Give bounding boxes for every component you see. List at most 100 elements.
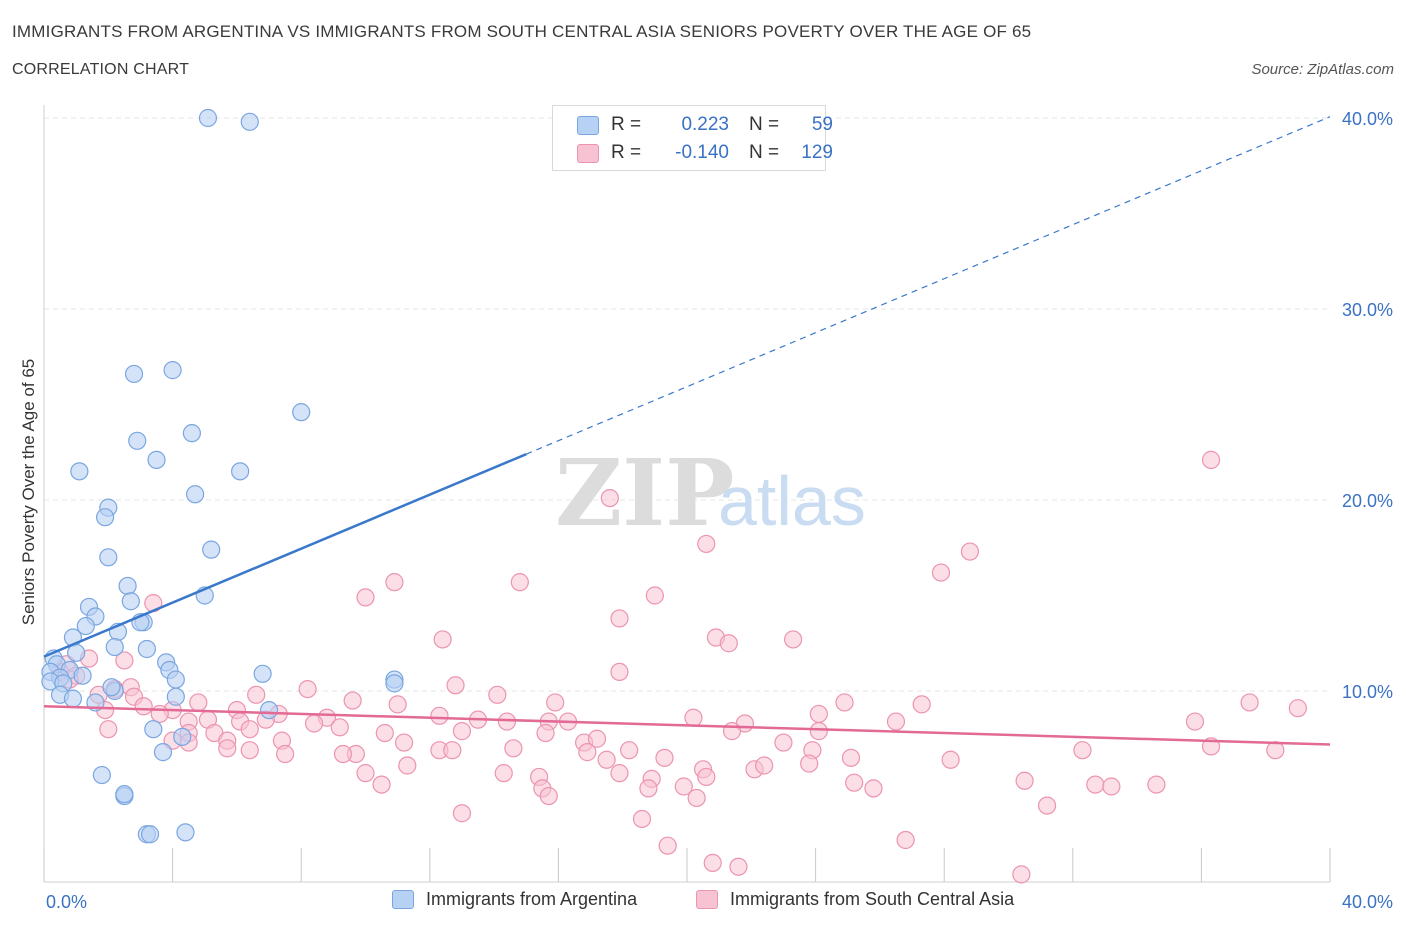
y-tick-label: 20.0% [1342, 491, 1393, 511]
data-point-south-central-asia [488, 685, 507, 704]
data-point-south-central-asia [510, 573, 529, 592]
data-point-south-central-asia [385, 573, 404, 592]
x-tick-label: 0.0% [46, 892, 87, 912]
data-point-argentina [121, 592, 140, 611]
data-point-south-central-asia [809, 704, 828, 724]
data-point-argentina [137, 639, 156, 659]
data-point-south-central-asia [610, 764, 629, 783]
legend-r-value: 0.223 [681, 114, 729, 135]
data-point-south-central-asia [864, 779, 883, 798]
data-point-argentina [102, 678, 121, 697]
data-point-south-central-asia [684, 708, 703, 727]
data-point-south-central-asia [800, 754, 819, 773]
data-point-south-central-asia [452, 722, 472, 741]
data-point-south-central-asia [587, 729, 607, 748]
data-point-south-central-asia [546, 693, 565, 712]
legend-row-south-central-asia: R = -0.140 N = 129 [577, 141, 833, 165]
data-point-south-central-asia [99, 720, 118, 739]
data-point-argentina [240, 112, 259, 131]
data-point-south-central-asia [343, 691, 362, 710]
data-point-south-central-asia [1147, 775, 1166, 794]
data-point-argentina [259, 700, 279, 720]
data-point-south-central-asia [452, 804, 472, 823]
data-point-argentina [73, 666, 92, 685]
data-point-south-central-asia [443, 741, 462, 760]
data-point-argentina [118, 576, 137, 596]
data-point-argentina [92, 765, 111, 785]
legend-label-argentina: Immigrants from Argentina [426, 889, 638, 909]
legend-n-label: N = [749, 114, 780, 135]
data-point-south-central-asia [1240, 693, 1259, 712]
data-point-south-central-asia [388, 695, 407, 714]
data-point-south-central-asia [1185, 712, 1205, 731]
series-legend: Immigrants from Argentina Immigrants fro… [0, 889, 1406, 915]
data-point-south-central-asia [240, 720, 259, 739]
data-point-south-central-asia [610, 662, 629, 682]
data-point-argentina [385, 674, 404, 693]
data-point-south-central-asia [655, 748, 674, 767]
data-point-south-central-asia [333, 744, 353, 764]
data-point-south-central-asia [189, 693, 208, 712]
data-point-argentina [202, 540, 221, 559]
data-point-argentina [76, 616, 95, 636]
source-credit: Source: ZipAtlas.com [1251, 61, 1394, 78]
data-point-argentina [198, 108, 218, 128]
data-point-south-central-asia [494, 764, 513, 783]
watermark: ZIP atlas [555, 439, 866, 547]
data-point-south-central-asia [729, 857, 748, 876]
data-point-south-central-asia [610, 609, 629, 628]
y-tick-label: 40.0% [1342, 109, 1393, 129]
legend-swatch-south-central-asia [577, 143, 599, 163]
legend-n-label: N = [749, 142, 780, 163]
data-point-south-central-asia [697, 534, 716, 554]
data-point-south-central-asia [394, 733, 414, 752]
watermark-zip: ZIP [555, 439, 734, 547]
data-point-south-central-asia [703, 853, 722, 873]
x-tick-label: 40.0% [1342, 892, 1393, 912]
data-point-argentina [176, 823, 195, 842]
series-argentina [41, 108, 404, 844]
data-point-argentina [128, 431, 147, 450]
data-point-south-central-asia [896, 830, 915, 850]
data-point-south-central-asia [430, 706, 449, 725]
data-point-south-central-asia [845, 773, 864, 792]
data-point-south-central-asia [446, 676, 465, 695]
grid-lines [44, 117, 1330, 692]
data-point-argentina [63, 689, 83, 708]
y-axis-label: Seniors Poverty Over the Age of 65 [19, 359, 38, 625]
data-point-south-central-asia [1012, 865, 1031, 884]
data-point-south-central-asia [674, 777, 693, 796]
data-point-south-central-asia [134, 697, 153, 716]
data-point-south-central-asia [697, 767, 716, 787]
data-point-argentina [70, 462, 89, 481]
data-point-argentina [166, 687, 185, 706]
data-point-argentina [186, 485, 205, 504]
data-point-south-central-asia [1201, 450, 1221, 469]
data-point-south-central-asia [372, 775, 391, 794]
data-point-south-central-asia [536, 723, 555, 743]
data-point-south-central-asia [1086, 775, 1105, 794]
data-point-argentina [166, 670, 185, 689]
trend-line-south-central-asia [43, 705, 1331, 746]
data-point-south-central-asia [941, 750, 960, 769]
legend-label-south-central-asia: Immigrants from South Central Asia [730, 889, 1015, 909]
chart-subtitle: CORRELATION CHART [12, 61, 190, 78]
data-point-argentina [231, 462, 250, 481]
stats-legend: R = 0.223 N = 59 R = -0.140 N = 129 [552, 105, 833, 171]
data-point-south-central-asia [835, 693, 854, 712]
axes [43, 105, 1331, 883]
data-point-south-central-asia [240, 741, 259, 760]
legend-swatch-argentina [392, 890, 414, 909]
data-point-south-central-asia [398, 756, 417, 775]
data-point-south-central-asia [150, 704, 169, 724]
data-point-south-central-asia [931, 563, 951, 582]
data-point-south-central-asia [304, 714, 324, 733]
y-tick-label: 10.0% [1342, 682, 1393, 702]
trend-line-argentina-extension [526, 116, 1331, 455]
trend-line-argentina [43, 453, 527, 658]
data-point-argentina [147, 450, 166, 469]
data-point-south-central-asia [658, 836, 677, 855]
data-point-south-central-asia [497, 712, 517, 731]
data-point-argentina [163, 361, 182, 380]
